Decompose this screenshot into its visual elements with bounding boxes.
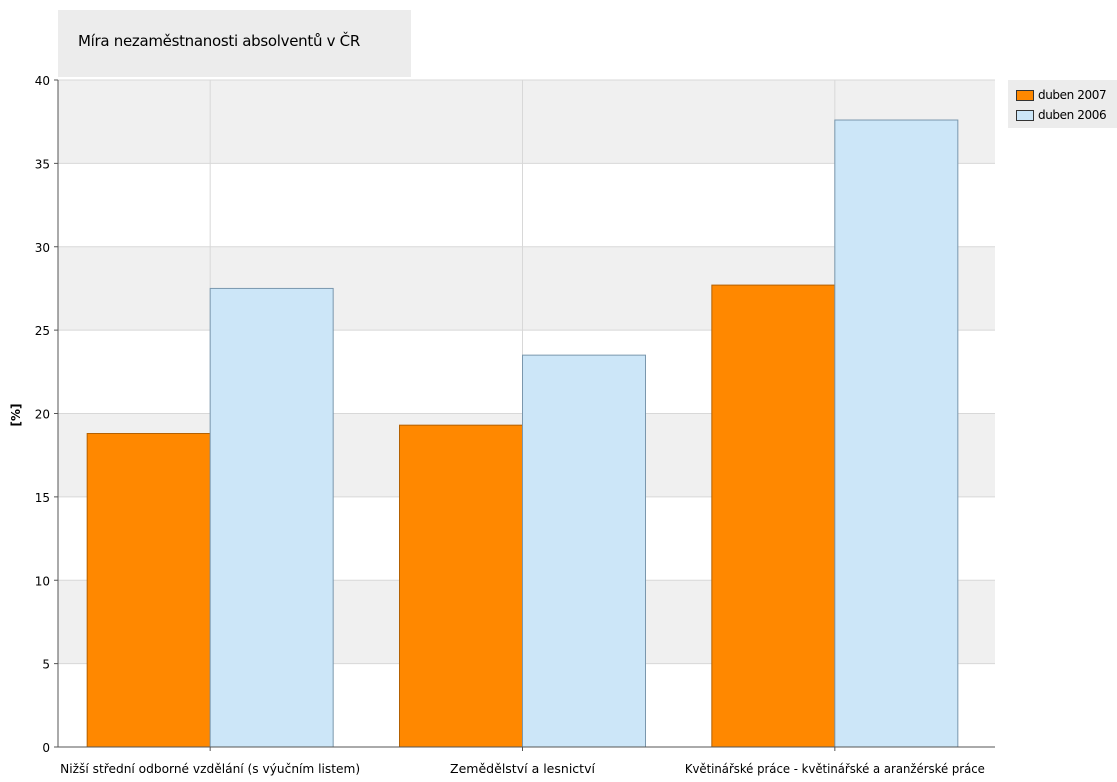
bar-duben-2006 [522, 354, 646, 748]
legend-item-duben-2007: duben 2007 [1016, 88, 1107, 104]
chart-title-box: Míra nezaměstnanosti absolventů v ČR [58, 10, 411, 77]
y-tick-label: 35 [35, 157, 50, 171]
y-axis-label: [%] [9, 404, 23, 427]
y-tick-label: 30 [35, 241, 50, 255]
legend-item-duben-2006: duben 2006 [1016, 108, 1107, 124]
bar-duben-2006 [834, 119, 959, 748]
legend-swatch-duben-2007 [1016, 90, 1034, 101]
y-tick-label: 0 [42, 741, 50, 755]
y-tick-label: 15 [35, 491, 50, 505]
y-tick-label: 40 [35, 74, 50, 88]
legend-swatch-duben-2006 [1016, 110, 1034, 121]
legend: duben 2007 duben 2006 [1008, 80, 1117, 128]
bar-duben-2007 [399, 424, 523, 748]
bar-duben-2007 [711, 284, 836, 748]
y-tick-labels: 0 5 10 15 20 25 30 35 40 [35, 74, 50, 755]
y-tick-label: 10 [35, 574, 50, 588]
bar-duben-2007 [86, 433, 211, 748]
x-tick-labels: Nižší střední odborné vzdělání (s výuční… [60, 762, 985, 776]
x-tick-label: Nižší střední odborné vzdělání (s výuční… [60, 762, 360, 776]
chart-title: Míra nezaměstnanosti absolventů v ČR [78, 32, 360, 50]
x-tick-label: Zemědělství a lesnictví [450, 762, 596, 776]
legend-label-duben-2006: duben 2006 [1038, 108, 1107, 122]
y-tick-label: 5 [42, 658, 50, 672]
axes [54, 79, 995, 751]
y-tick-label: 20 [35, 408, 50, 422]
legend-label-duben-2007: duben 2007 [1038, 88, 1107, 102]
bars [86, 119, 959, 748]
bar-duben-2006 [209, 287, 334, 748]
y-tick-label: 25 [35, 324, 50, 338]
x-tick-label: Květinářské práce - květinářské a aranžé… [685, 762, 985, 776]
